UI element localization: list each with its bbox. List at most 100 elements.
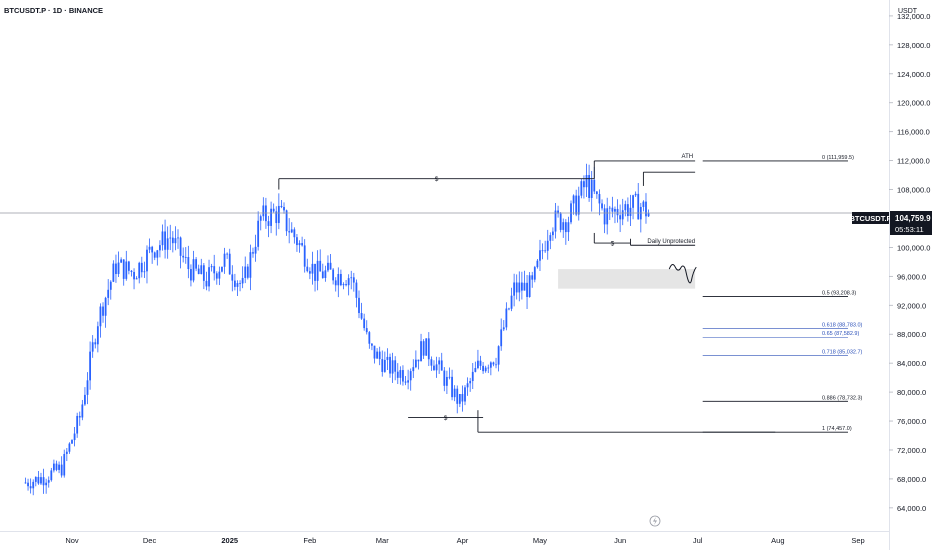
- candle-body: [190, 269, 192, 281]
- candle-body: [303, 245, 306, 267]
- candle-body: [585, 175, 588, 188]
- candle-body: [626, 204, 629, 216]
- candle-body: [427, 338, 430, 360]
- candle-body: [448, 376, 451, 378]
- candle-body: [32, 481, 35, 489]
- candle-body: [104, 297, 107, 316]
- candle-body: [78, 415, 81, 418]
- candle-body: [624, 204, 627, 211]
- candle-body: [228, 253, 231, 275]
- candle-body: [47, 480, 50, 483]
- candle-body: [378, 351, 381, 360]
- candle-body: [629, 207, 632, 216]
- fib-label: 0 (111,959.5): [822, 155, 854, 161]
- candle-body: [533, 267, 536, 280]
- fib-label: 0.718 (85,032.7): [822, 350, 863, 356]
- fib-label: 0.886 (78,732.3): [822, 395, 863, 401]
- y-tick-label: 80,000.0: [897, 388, 926, 397]
- y-tick-label: 88,000.0: [897, 330, 926, 339]
- candle-body: [489, 362, 492, 368]
- candle-body: [130, 270, 133, 272]
- candle-body: [539, 250, 541, 261]
- candle-body: [350, 277, 353, 279]
- candle-body: [254, 246, 257, 254]
- candle-body: [177, 237, 179, 239]
- candle-body: [236, 283, 239, 287]
- candle-body: [554, 210, 557, 232]
- candle-body: [293, 229, 296, 238]
- time-axis[interactable]: Nov Dec 2025 Feb Mar Apr May Jun Jul Aug Sep: [65, 536, 864, 545]
- candle-body: [386, 356, 389, 360]
- candle-body: [546, 240, 549, 251]
- last-price-badge-bg: [890, 211, 932, 235]
- liquidity-label: $: [435, 176, 439, 183]
- candle-body: [621, 210, 624, 220]
- candle-body: [334, 280, 337, 286]
- candle-body: [24, 482, 27, 484]
- candle-body: [381, 359, 384, 372]
- x-tick-label: Nov: [65, 536, 79, 545]
- candle-body: [73, 433, 76, 441]
- candle-body: [117, 262, 120, 275]
- candle-body: [151, 246, 154, 253]
- candle-body: [321, 271, 324, 278]
- candle-body: [358, 297, 360, 314]
- candle-body: [288, 231, 291, 233]
- candle-body: [342, 284, 345, 286]
- lightning-icon[interactable]: [649, 515, 661, 527]
- candle-body: [601, 203, 603, 209]
- x-tick-label: Mar: [376, 536, 389, 545]
- candle-body: [148, 246, 151, 250]
- x-tick-label: Apr: [457, 536, 469, 545]
- candle-body: [634, 193, 637, 196]
- candle-body: [471, 371, 474, 382]
- candle-body: [68, 443, 71, 452]
- candle-body: [58, 464, 60, 470]
- candle-body: [316, 260, 319, 281]
- price-badge: BTCUSDT.P 104,759.9 05:53:11: [849, 211, 932, 235]
- candle-body: [365, 328, 368, 333]
- candle-body: [122, 259, 125, 279]
- candle-body: [355, 282, 358, 298]
- candle-body: [396, 371, 399, 378]
- candle-body: [464, 387, 466, 402]
- candle-body: [306, 266, 309, 272]
- candle-body: [598, 194, 601, 204]
- candle-body: [231, 274, 234, 281]
- candle-body: [549, 235, 552, 241]
- candle-body: [440, 360, 443, 371]
- candle-body: [55, 463, 58, 470]
- candle-body: [102, 306, 104, 316]
- candle-body: [368, 332, 371, 344]
- candle-body: [523, 282, 526, 291]
- candle-body: [422, 341, 425, 356]
- candle-body: [414, 359, 417, 368]
- candle-body: [226, 253, 229, 255]
- fib-label: 0.65 (87,582.9): [822, 331, 859, 337]
- candle-body: [197, 268, 200, 275]
- candle-body: [27, 482, 29, 487]
- candle-body: [91, 342, 94, 352]
- candle-body: [223, 253, 226, 267]
- candle-body: [477, 360, 479, 369]
- candle-body: [453, 388, 456, 398]
- candle-body: [580, 181, 583, 196]
- candle-body: [301, 243, 304, 246]
- price-axis[interactable]: 132,000.0 128,000.0 124,000.0 120,000.0 116,…: [889, 12, 930, 513]
- candle-body: [337, 274, 340, 286]
- candle-body: [285, 210, 288, 232]
- candle-body: [528, 275, 531, 297]
- candle-body: [327, 262, 329, 271]
- candle-body: [487, 367, 490, 369]
- candle-body: [319, 260, 322, 272]
- y-tick-label: 92,000.0: [897, 301, 926, 310]
- candle-body: [60, 464, 63, 476]
- candle-body: [143, 271, 146, 273]
- candle-body: [107, 289, 110, 298]
- y-tick-label: 72,000.0: [897, 446, 926, 455]
- candle-body: [505, 308, 508, 328]
- x-tick-label: Sep: [851, 536, 864, 545]
- candle-body: [515, 282, 518, 293]
- candle-body: [412, 367, 415, 372]
